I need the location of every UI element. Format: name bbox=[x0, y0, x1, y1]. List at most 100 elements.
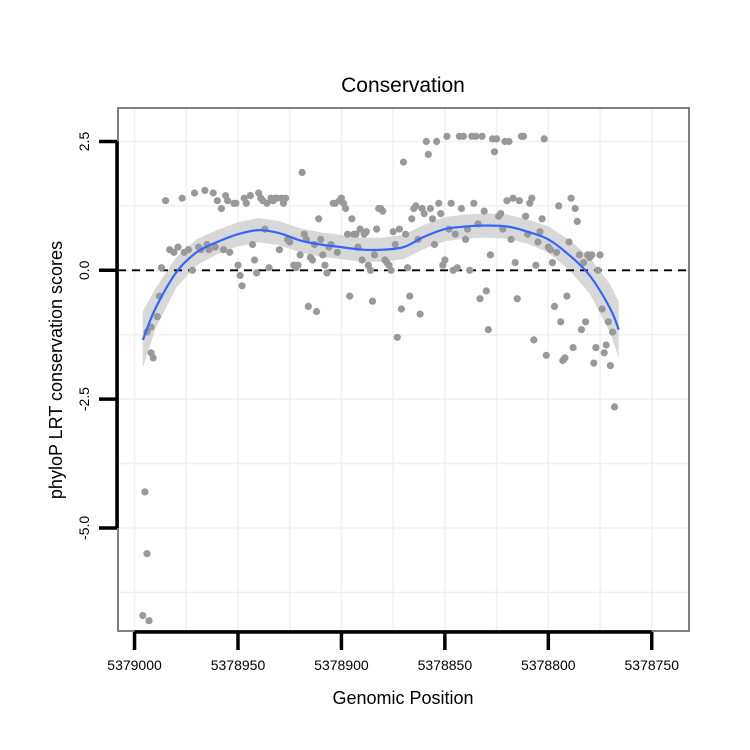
x-tick-label: 5378800 bbox=[521, 657, 576, 673]
data-point bbox=[211, 243, 219, 251]
data-point bbox=[515, 197, 524, 205]
data-point bbox=[399, 158, 408, 166]
data-point bbox=[447, 199, 455, 207]
data-point bbox=[391, 240, 399, 249]
data-point bbox=[571, 204, 579, 213]
data-point bbox=[379, 207, 387, 215]
data-point bbox=[366, 266, 374, 274]
data-point bbox=[346, 292, 354, 300]
data-point bbox=[590, 359, 598, 367]
x-tick-label: 5378850 bbox=[418, 657, 473, 673]
data-point bbox=[315, 215, 323, 223]
data-point bbox=[532, 261, 540, 269]
data-point bbox=[205, 246, 213, 254]
data-point bbox=[170, 248, 178, 256]
data-point bbox=[505, 137, 513, 146]
data-point bbox=[443, 132, 451, 140]
data-point bbox=[248, 240, 257, 249]
data-point bbox=[457, 204, 465, 213]
data-point bbox=[604, 318, 612, 326]
data-point bbox=[557, 318, 565, 326]
data-point bbox=[253, 269, 261, 277]
data-point bbox=[184, 246, 192, 254]
data-point bbox=[582, 318, 590, 326]
data-point bbox=[592, 344, 600, 352]
confidence-ribbon-layer bbox=[142, 213, 619, 369]
data-point bbox=[298, 168, 306, 176]
data-point bbox=[174, 243, 182, 251]
data-point bbox=[608, 328, 617, 336]
data-point bbox=[420, 210, 428, 218]
data-point bbox=[426, 204, 434, 213]
data-point bbox=[563, 292, 571, 300]
data-point bbox=[178, 194, 186, 202]
data-point bbox=[238, 282, 246, 290]
data-point bbox=[548, 259, 557, 267]
data-point bbox=[490, 148, 499, 156]
data-point bbox=[373, 225, 381, 233]
data-point bbox=[356, 225, 364, 233]
data-point bbox=[389, 228, 397, 236]
data-point bbox=[226, 248, 234, 256]
y-tick-label: 2.5 bbox=[76, 132, 92, 152]
data-point bbox=[569, 344, 577, 352]
data-point bbox=[441, 256, 449, 264]
data-point bbox=[503, 197, 511, 205]
data-point bbox=[478, 132, 486, 140]
data-point bbox=[250, 256, 259, 264]
data-point bbox=[321, 261, 329, 269]
data-point bbox=[453, 264, 461, 272]
panel-background bbox=[118, 108, 689, 631]
x-axis: 5379000 5378950 5378900 5378850 5378800 53787… bbox=[107, 630, 679, 673]
data-point bbox=[342, 204, 350, 213]
data-point bbox=[406, 292, 414, 300]
data-point bbox=[472, 132, 480, 140]
data-point bbox=[540, 135, 548, 143]
data-point bbox=[565, 238, 573, 246]
data-point bbox=[408, 215, 416, 223]
data-point bbox=[462, 235, 470, 243]
data-point bbox=[567, 194, 575, 202]
x-tick-label: 5379000 bbox=[107, 657, 162, 673]
data-point bbox=[323, 269, 331, 277]
data-point bbox=[201, 186, 209, 194]
data-point bbox=[588, 251, 596, 259]
data-point bbox=[308, 256, 317, 264]
x-tick-label: 5378950 bbox=[211, 657, 266, 673]
data-point bbox=[304, 302, 312, 310]
smooth-line bbox=[141, 224, 620, 341]
data-point bbox=[538, 215, 546, 223]
data-point bbox=[519, 132, 528, 140]
data-point bbox=[368, 297, 377, 305]
data-point bbox=[451, 230, 459, 238]
data-point bbox=[594, 266, 602, 274]
data-point bbox=[358, 256, 366, 264]
data-point bbox=[482, 287, 490, 295]
data-point bbox=[265, 264, 273, 272]
data-point bbox=[602, 341, 610, 349]
data-point bbox=[143, 550, 151, 558]
data-point bbox=[507, 235, 515, 243]
data-point bbox=[579, 259, 588, 267]
data-point bbox=[484, 326, 492, 334]
data-point bbox=[404, 264, 412, 272]
data-point bbox=[296, 251, 304, 259]
data-point bbox=[190, 189, 199, 197]
data-point bbox=[546, 246, 555, 254]
data-point bbox=[232, 199, 240, 207]
data-point bbox=[422, 137, 430, 146]
plot-panel bbox=[117, 107, 690, 632]
data-point bbox=[397, 305, 405, 313]
data-point bbox=[528, 194, 536, 202]
data-point bbox=[139, 611, 147, 620]
data-point bbox=[509, 194, 517, 202]
data-point bbox=[430, 240, 439, 249]
data-point bbox=[213, 197, 221, 205]
data-point bbox=[542, 351, 550, 359]
data-point bbox=[470, 199, 478, 207]
data-point bbox=[522, 212, 530, 220]
data-point bbox=[319, 251, 327, 259]
data-point bbox=[282, 194, 290, 202]
data-point bbox=[352, 230, 360, 238]
